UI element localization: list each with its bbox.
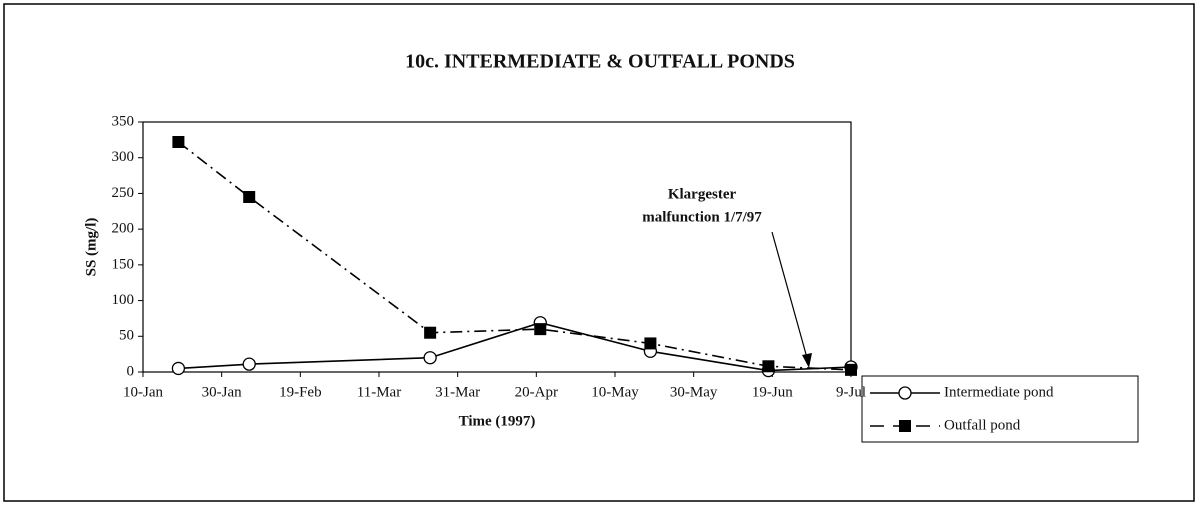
legend-marker [899,420,911,432]
y-tick-label: 0 [127,363,135,379]
plot-area [142,121,852,373]
annotation: malfunction 1/7/97 [642,209,762,225]
marker [423,351,437,365]
frame [3,3,1195,502]
legend-marker [898,386,912,400]
y-tick-label: 250 [112,185,135,201]
x-tick-label: 30-May [670,384,718,400]
annotation: Klargester [668,186,737,202]
x-tick-label: 19-Feb [279,384,322,400]
marker [172,136,185,148]
marker [845,363,857,376]
y-axis-label: SS (mg/l) [83,218,99,277]
x-tick-label: 19-Jun [752,384,793,400]
series-line [178,321,852,372]
y-tick-label: 300 [112,149,135,165]
y-tick-label: 150 [112,256,135,272]
arrow-head [802,353,812,368]
x-tick-label: 20-Apr [515,384,558,400]
marker [242,357,256,371]
y-tick-label: 100 [112,292,135,308]
y-tick-label: 350 [112,113,135,129]
marker [762,360,775,373]
x-tick-label: 11-Mar [357,384,401,400]
marker [424,326,437,339]
y-tick-label: 200 [112,221,135,237]
chart-title: 10c. INTERMEDIATE & OUTFALL PONDS [405,51,795,73]
x-tick-label: 31-Mar [435,384,480,400]
legend-label: Outfall pond [944,417,1021,433]
marker [171,361,186,376]
x-tick-label: 10-May [591,384,639,400]
marker [644,337,657,350]
legend-label: Intermediate pond [944,384,1054,400]
x-tick-label: 10-Jan [123,384,163,400]
x-tick-label: 30-Jan [202,384,242,400]
series-line [177,141,852,371]
marker [243,191,256,203]
x-tick-label: 9-Jul [836,384,866,400]
annotation-arrow [771,231,810,366]
x-axis-label: Time (1997) [459,413,536,429]
y-tick-label: 50 [119,328,134,344]
marker [534,323,547,336]
